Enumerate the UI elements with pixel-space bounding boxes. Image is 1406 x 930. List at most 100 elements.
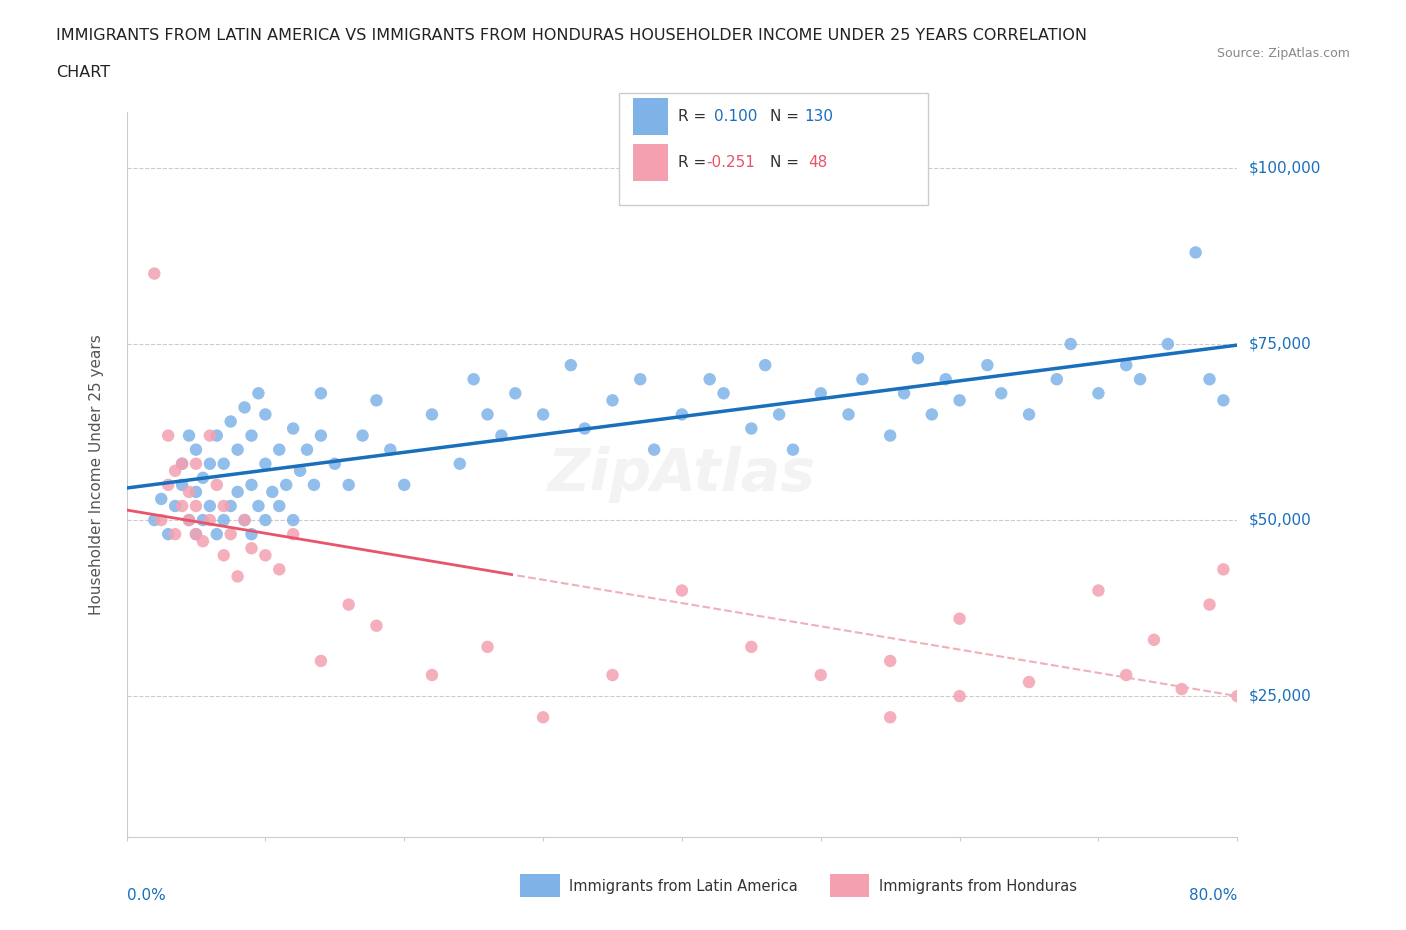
Point: [143, 266, 166, 281]
Point: [240, 526, 263, 541]
Point: [740, 640, 762, 655]
Point: [921, 407, 943, 422]
Point: [157, 526, 180, 541]
Point: [198, 498, 221, 513]
Point: [851, 372, 873, 387]
Point: [157, 477, 180, 492]
Point: [254, 407, 277, 422]
Text: $100,000: $100,000: [1249, 161, 1320, 176]
Point: [172, 477, 194, 492]
Point: [879, 710, 901, 724]
Point: [352, 428, 374, 443]
Point: [948, 392, 970, 407]
Point: [240, 477, 263, 492]
Text: $25,000: $25,000: [1249, 688, 1312, 704]
Point: [226, 442, 249, 457]
Point: [165, 526, 187, 541]
Text: Source: ZipAtlas.com: Source: ZipAtlas.com: [1216, 46, 1350, 60]
Point: [269, 562, 291, 577]
Point: [226, 569, 249, 584]
Point: [420, 668, 443, 683]
Point: [337, 597, 360, 612]
Point: [602, 668, 624, 683]
Point: [477, 407, 499, 422]
Point: [254, 548, 277, 563]
Point: [935, 372, 957, 387]
Point: [205, 428, 228, 443]
Point: [172, 498, 194, 513]
Point: [233, 512, 256, 527]
Point: [281, 421, 304, 436]
Point: [1212, 562, 1234, 577]
Point: [1018, 674, 1040, 689]
Point: [254, 457, 277, 472]
Point: [491, 428, 513, 443]
Point: [1212, 392, 1234, 407]
Point: [205, 526, 228, 541]
Point: [254, 512, 277, 527]
Point: [219, 414, 242, 429]
Point: [643, 442, 665, 457]
Point: [233, 512, 256, 527]
Point: [1143, 632, 1166, 647]
Point: [323, 457, 346, 472]
Text: 130: 130: [804, 109, 834, 124]
Point: [240, 541, 263, 556]
Text: IMMIGRANTS FROM LATIN AMERICA VS IMMIGRANTS FROM HONDURAS HOUSEHOLDER INCOME UND: IMMIGRANTS FROM LATIN AMERICA VS IMMIGRA…: [56, 28, 1087, 43]
Point: [198, 428, 221, 443]
Point: [247, 386, 270, 401]
Point: [671, 583, 693, 598]
Point: [1184, 245, 1206, 259]
Point: [628, 372, 651, 387]
Point: [288, 463, 311, 478]
Text: 0.0%: 0.0%: [127, 888, 166, 903]
Text: R =: R =: [678, 109, 711, 124]
Point: [1115, 668, 1137, 683]
Point: [1170, 682, 1192, 697]
Text: 80.0%: 80.0%: [1189, 888, 1237, 903]
Point: [184, 498, 207, 513]
Point: [184, 526, 207, 541]
Point: [157, 428, 180, 443]
Point: [893, 386, 915, 401]
Text: Immigrants from Honduras: Immigrants from Honduras: [879, 879, 1077, 894]
Point: [531, 407, 554, 422]
Point: [276, 477, 298, 492]
Point: [420, 407, 443, 422]
Point: [1018, 407, 1040, 422]
Point: [879, 654, 901, 669]
Point: [143, 512, 166, 527]
Point: [233, 400, 256, 415]
Point: [394, 477, 416, 492]
Point: [219, 498, 242, 513]
Point: [1087, 386, 1109, 401]
Point: [477, 640, 499, 655]
Point: [976, 358, 998, 373]
Point: [240, 428, 263, 443]
Point: [1046, 372, 1069, 387]
Point: [281, 512, 304, 527]
Text: $75,000: $75,000: [1249, 337, 1312, 352]
Point: [177, 485, 200, 499]
Point: [671, 407, 693, 422]
Point: [212, 498, 235, 513]
Point: [184, 526, 207, 541]
Point: [879, 428, 901, 443]
Point: [295, 442, 318, 457]
Point: [269, 442, 291, 457]
Point: [205, 477, 228, 492]
Text: N =: N =: [770, 109, 804, 124]
Point: [165, 498, 187, 513]
Text: N =: N =: [770, 155, 804, 170]
Point: [309, 428, 332, 443]
Point: [191, 534, 214, 549]
Point: [150, 492, 173, 507]
Point: [366, 392, 388, 407]
Point: [309, 386, 332, 401]
Point: [184, 485, 207, 499]
Text: CHART: CHART: [56, 65, 110, 80]
Point: [165, 463, 187, 478]
Point: [602, 392, 624, 407]
Point: [1129, 372, 1152, 387]
Point: [1060, 337, 1083, 352]
